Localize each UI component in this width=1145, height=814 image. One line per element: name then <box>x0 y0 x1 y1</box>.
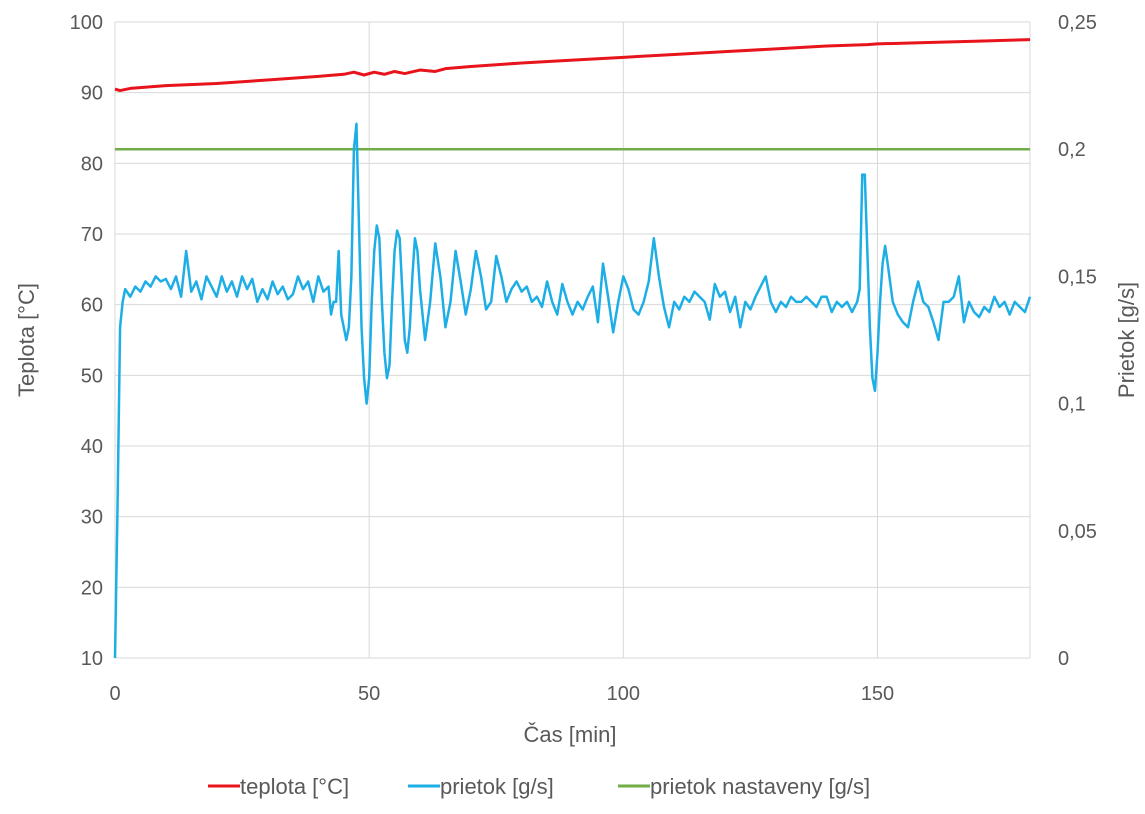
y-tick-label: 10 <box>81 648 103 670</box>
y-tick-label: 20 <box>81 577 103 599</box>
series-line-1 <box>114 38 1031 93</box>
grid <box>114 21 1031 659</box>
legend: teplota [°C] prietok [g/s] prietok nastave… <box>208 774 870 799</box>
x-axis-title: Čas [min] <box>524 722 617 747</box>
legend-label: prietok nastaveny [g/s] <box>650 774 870 799</box>
y-tick-label: 90 <box>81 83 103 105</box>
y-tick-label: 40 <box>81 436 103 458</box>
x-tick-label: 100 <box>607 683 640 705</box>
y2-tick-label: 0,05 <box>1058 521 1097 543</box>
y2-tick-label: 0 <box>1058 648 1069 670</box>
y-tick-label: 100 <box>70 12 103 34</box>
x-tick-label: 150 <box>861 683 894 705</box>
y2-tick-label: 0,25 <box>1058 12 1097 34</box>
y-tick-label: 50 <box>81 365 103 387</box>
y-axis-title: Teplota [°C] <box>14 283 39 397</box>
x-tick-label: 50 <box>358 683 380 705</box>
x-tick-label: 0 <box>109 683 120 705</box>
y2-axis-title: Prietok [g/s] <box>1114 282 1139 398</box>
y-tick-label: 70 <box>81 224 103 246</box>
tick-labels: 10 20 30 40 50 60 70 80 90 100 0 0,05 0,1 0,15 0,2 0,25… <box>70 12 1097 705</box>
series-line-2 <box>113 122 1032 659</box>
series-layer <box>113 38 1032 659</box>
y2-tick-label: 0,15 <box>1058 266 1097 288</box>
y-tick-label: 60 <box>81 295 103 317</box>
legend-label: teplota [°C] <box>240 774 349 799</box>
y2-tick-label: 0,1 <box>1058 394 1086 416</box>
legend-label: prietok [g/s] <box>440 774 554 799</box>
y2-tick-label: 0,2 <box>1058 139 1086 161</box>
y-tick-label: 30 <box>81 507 103 529</box>
y-tick-label: 80 <box>81 153 103 175</box>
